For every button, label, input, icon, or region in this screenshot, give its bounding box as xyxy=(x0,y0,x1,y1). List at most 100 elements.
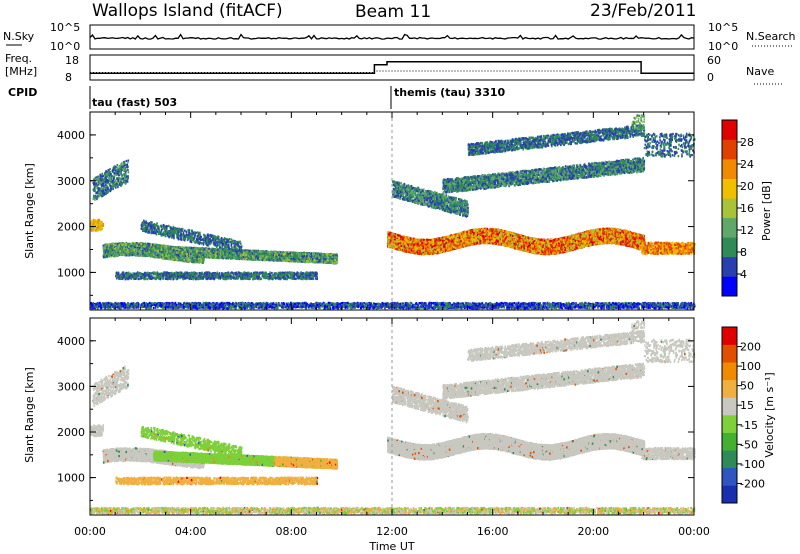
power-echo xyxy=(127,170,129,172)
power-echo xyxy=(124,166,126,168)
power-echo xyxy=(116,174,118,176)
power-echo xyxy=(97,192,99,194)
power-echo xyxy=(121,162,123,164)
power-echo xyxy=(104,193,106,195)
nsky-strip: N.Sky 10^5 10^0 10^5 10^0 N.Search xyxy=(3,21,796,53)
power-echo xyxy=(102,193,104,195)
power-echo xyxy=(100,175,102,177)
power-echo xyxy=(94,182,96,184)
power-echo xyxy=(93,222,95,224)
nave-label: Nave xyxy=(746,65,774,78)
power-echo xyxy=(105,181,107,183)
power-echo xyxy=(102,173,104,175)
power-echo xyxy=(112,180,114,182)
power-echo xyxy=(107,188,109,190)
power-echo xyxy=(108,177,110,179)
power-echo xyxy=(110,183,112,185)
cpid-mode-1: tau (fast) 503 xyxy=(92,96,177,109)
power-echo xyxy=(109,190,111,192)
nsearch-top-tick: 10^5 xyxy=(708,21,738,34)
power-echo xyxy=(103,180,105,182)
power-echo xyxy=(97,176,99,178)
power-echo xyxy=(124,178,126,180)
freq-top-tick: 18 xyxy=(65,54,79,67)
power-echo xyxy=(122,177,124,179)
power-echo xyxy=(100,194,102,196)
nsky-label: N.Sky xyxy=(3,30,35,43)
power-echo xyxy=(101,222,103,224)
date-title: 23/Feb/2011 xyxy=(590,1,696,21)
power-echo xyxy=(98,194,100,196)
power-echo xyxy=(106,173,108,175)
power-echo xyxy=(126,160,128,162)
power-echo xyxy=(95,177,97,179)
power-echo xyxy=(122,168,124,170)
power-echo xyxy=(126,176,128,178)
power-echo xyxy=(119,172,121,174)
power-echo xyxy=(119,165,121,167)
freq-strip: Freq. [MHz] 18 8 60 0 Nave xyxy=(5,52,782,84)
power-echo xyxy=(98,228,100,230)
power-echo xyxy=(97,185,99,187)
power-echo xyxy=(125,181,127,183)
power-echo xyxy=(93,198,95,200)
power-echo xyxy=(104,184,106,186)
power-echo xyxy=(99,224,101,226)
power-echo xyxy=(110,177,112,179)
freq-trace xyxy=(90,62,694,74)
power-echo xyxy=(107,190,109,192)
power-echo xyxy=(108,173,110,175)
power-echo xyxy=(110,173,112,175)
freq-bottom-tick: 8 xyxy=(65,71,72,84)
power-echo xyxy=(103,175,105,177)
power-echo xyxy=(123,161,125,163)
power-echo xyxy=(112,186,114,188)
power-echo xyxy=(93,195,95,197)
power-echo xyxy=(106,176,108,178)
power-echo xyxy=(127,178,129,180)
power-echo xyxy=(91,224,93,226)
power-echo xyxy=(98,192,100,194)
freq-label: Freq. xyxy=(5,52,32,65)
power-echo xyxy=(104,173,106,175)
power-echo xyxy=(95,228,97,230)
power-echo xyxy=(113,182,115,184)
power-echo xyxy=(98,178,100,180)
nave-top-tick: 60 xyxy=(707,54,721,67)
power-echo xyxy=(113,172,115,174)
nave-bottom-tick: 0 xyxy=(707,71,714,84)
power-echo xyxy=(102,225,104,227)
power-echo xyxy=(92,227,94,229)
power-echo xyxy=(101,177,103,179)
power-echo xyxy=(127,161,129,163)
power-echo xyxy=(117,179,119,181)
nsky-top-tick: 10^5 xyxy=(50,21,80,34)
power-echo xyxy=(121,178,123,180)
power-echo xyxy=(119,167,121,169)
power-echo xyxy=(116,172,118,174)
power-echo xyxy=(114,185,116,187)
power-echo xyxy=(105,189,107,191)
power-echo xyxy=(124,175,126,177)
power-echo xyxy=(98,187,100,189)
power-echo xyxy=(111,187,113,189)
power-echo xyxy=(105,170,107,172)
nsky-bottom-tick: 10^0 xyxy=(50,40,80,53)
power-echo xyxy=(120,185,122,187)
power-echo xyxy=(125,170,127,172)
beam-title: Beam 11 xyxy=(355,2,431,22)
cpid-strip: CPID tau (fast) 503 themis (tau) 3310 xyxy=(8,86,506,109)
power-echo xyxy=(104,179,106,181)
power-echo xyxy=(101,184,103,186)
power-echo xyxy=(100,178,102,180)
power-echo xyxy=(115,180,117,182)
nsky-frame xyxy=(90,25,694,49)
power-echo xyxy=(94,189,96,191)
power-echo xyxy=(99,181,101,183)
nsearch-bottom-tick: 10^0 xyxy=(708,40,738,53)
nsky-trace xyxy=(90,35,694,40)
power-scatter xyxy=(90,114,696,309)
power-echo xyxy=(101,188,103,190)
